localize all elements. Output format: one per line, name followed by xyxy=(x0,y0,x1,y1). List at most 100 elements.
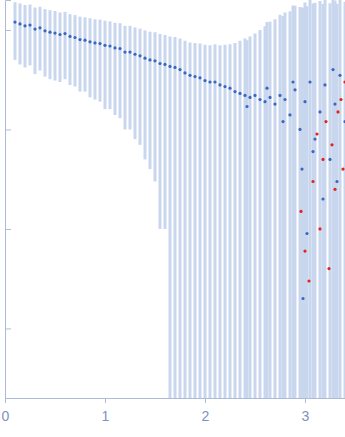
point xyxy=(188,74,191,77)
point xyxy=(307,279,310,282)
point xyxy=(103,44,106,47)
point xyxy=(318,227,321,230)
error-bar xyxy=(119,23,122,118)
point xyxy=(321,197,324,200)
error-bar xyxy=(39,7,42,71)
error-bar xyxy=(244,39,247,398)
point xyxy=(88,40,91,43)
error-bar xyxy=(74,15,77,86)
error-bar xyxy=(114,23,117,115)
point xyxy=(281,120,284,123)
error-bar xyxy=(44,9,47,76)
error-bar xyxy=(284,12,287,398)
error-bar xyxy=(344,2,345,398)
error-bar xyxy=(204,45,207,398)
point xyxy=(291,80,294,83)
x-tick-label: 3 xyxy=(302,408,310,424)
point xyxy=(311,180,314,183)
error-bar xyxy=(309,0,312,398)
x-tick-mark xyxy=(305,398,306,403)
point xyxy=(53,31,56,34)
point xyxy=(328,158,331,161)
error-bar xyxy=(154,32,157,181)
point xyxy=(48,31,51,34)
error-bar xyxy=(54,11,57,81)
error-bar xyxy=(294,6,297,398)
error-bar xyxy=(189,42,192,398)
y-axis-line xyxy=(6,1,12,399)
point xyxy=(98,42,101,45)
point xyxy=(299,210,302,213)
error-bar xyxy=(306,6,309,398)
error-bar xyxy=(64,12,67,79)
y-tick xyxy=(5,30,11,31)
x-tick-label: 2 xyxy=(202,408,210,424)
point xyxy=(324,120,327,123)
point xyxy=(23,24,26,27)
chart: 0123 xyxy=(0,0,345,437)
point xyxy=(331,68,334,71)
point xyxy=(283,98,286,101)
x-tick-label: 1 xyxy=(102,408,110,424)
error-bar xyxy=(169,36,172,398)
error-bar xyxy=(246,40,249,398)
error-bar xyxy=(199,44,202,398)
point xyxy=(243,94,246,97)
y-tick xyxy=(5,229,11,230)
series-points xyxy=(13,20,345,300)
point xyxy=(198,76,201,79)
error-bar xyxy=(184,41,187,398)
x-axis: 0123 xyxy=(2,398,345,424)
point xyxy=(133,53,136,56)
point xyxy=(158,62,161,65)
error-bar xyxy=(274,19,277,398)
y-axis xyxy=(5,1,11,399)
point xyxy=(13,20,16,23)
point xyxy=(208,80,211,83)
error-bar xyxy=(24,5,27,67)
point xyxy=(327,267,330,270)
error-bar xyxy=(339,0,342,398)
error-bar xyxy=(229,44,232,398)
point xyxy=(300,167,303,170)
point xyxy=(93,41,96,44)
error-bar xyxy=(289,11,292,398)
error-bar xyxy=(129,26,132,130)
point xyxy=(258,98,261,101)
point xyxy=(68,35,71,38)
point xyxy=(228,87,231,90)
point xyxy=(321,158,324,161)
point xyxy=(83,39,86,42)
point xyxy=(303,249,306,252)
point xyxy=(148,58,151,61)
point xyxy=(263,100,266,103)
error-bar xyxy=(312,4,315,398)
point xyxy=(168,65,171,68)
point xyxy=(58,33,61,36)
point xyxy=(143,57,146,60)
error-bar xyxy=(319,1,322,398)
point xyxy=(138,54,141,57)
point xyxy=(233,90,236,93)
error-bar xyxy=(104,21,107,109)
x-tick: 3 xyxy=(302,398,310,424)
error-bar xyxy=(124,26,127,130)
error-bar xyxy=(301,8,304,398)
point xyxy=(288,113,291,116)
y-tick-mark xyxy=(5,229,11,230)
point xyxy=(73,36,76,39)
point xyxy=(278,94,281,97)
x-tick-mark xyxy=(105,398,106,403)
error-bar xyxy=(329,3,332,398)
error-bar xyxy=(34,8,37,75)
point xyxy=(128,50,131,53)
point xyxy=(223,85,226,88)
point xyxy=(301,297,304,300)
y-tick-mark xyxy=(5,129,11,130)
point xyxy=(113,46,116,49)
point xyxy=(63,32,66,35)
point xyxy=(343,120,345,123)
point xyxy=(313,137,316,140)
error-bar xyxy=(249,36,252,398)
point xyxy=(265,87,268,90)
